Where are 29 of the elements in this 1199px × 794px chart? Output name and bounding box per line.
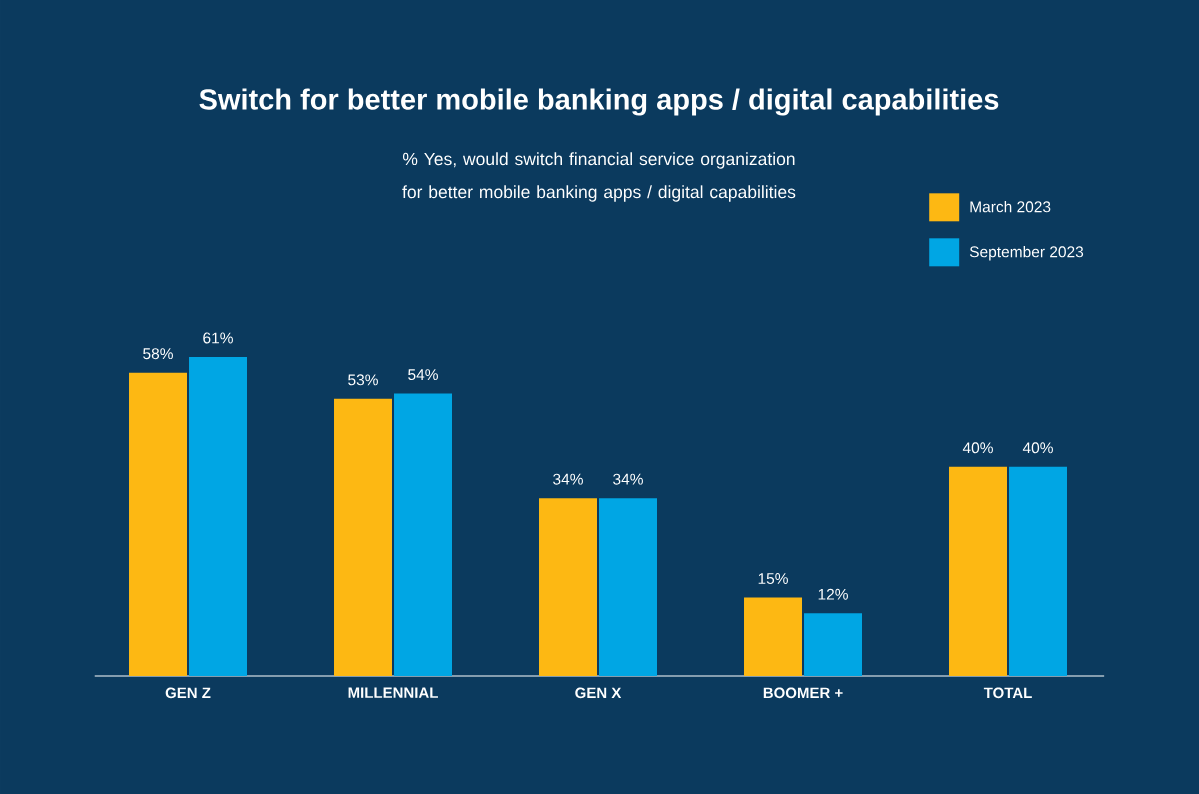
x-tick-label: MILLENNIAL [348,687,438,698]
data-label: 34% [553,473,583,485]
bar [334,398,393,676]
bar [189,356,248,676]
bar [1009,466,1068,676]
data-label: 12% [818,588,848,600]
data-label: 40% [962,442,993,454]
x-tick-label: GEN X [575,687,622,699]
bar [949,466,1008,676]
data-label: 61% [203,332,233,344]
data-label: 58% [143,348,173,360]
bar [394,393,453,676]
bar [129,372,188,676]
chart-subtitle: % Yes, would switch financial service organization for better mobile banking apps / digital capabilities [402,152,796,202]
chart-title: Switch for better mobile banking apps / digital capabilities [199,88,999,116]
legend-label: September 2023 [969,245,1084,261]
data-label: 40% [1022,442,1053,454]
bar [539,498,598,676]
data-label: 53% [348,374,378,386]
bar [804,613,863,676]
bar [599,498,658,676]
data-label: 54% [408,369,438,381]
data-label: 34% [613,473,643,485]
x-tick-label: TOTAL [983,687,1032,699]
x-tick-label: GEN Z [165,687,211,699]
bar [744,597,803,676]
x-tick-label: BOOMER + [763,687,843,699]
legend-label: March 2023 [970,200,1051,213]
data-label: 15% [758,573,788,585]
